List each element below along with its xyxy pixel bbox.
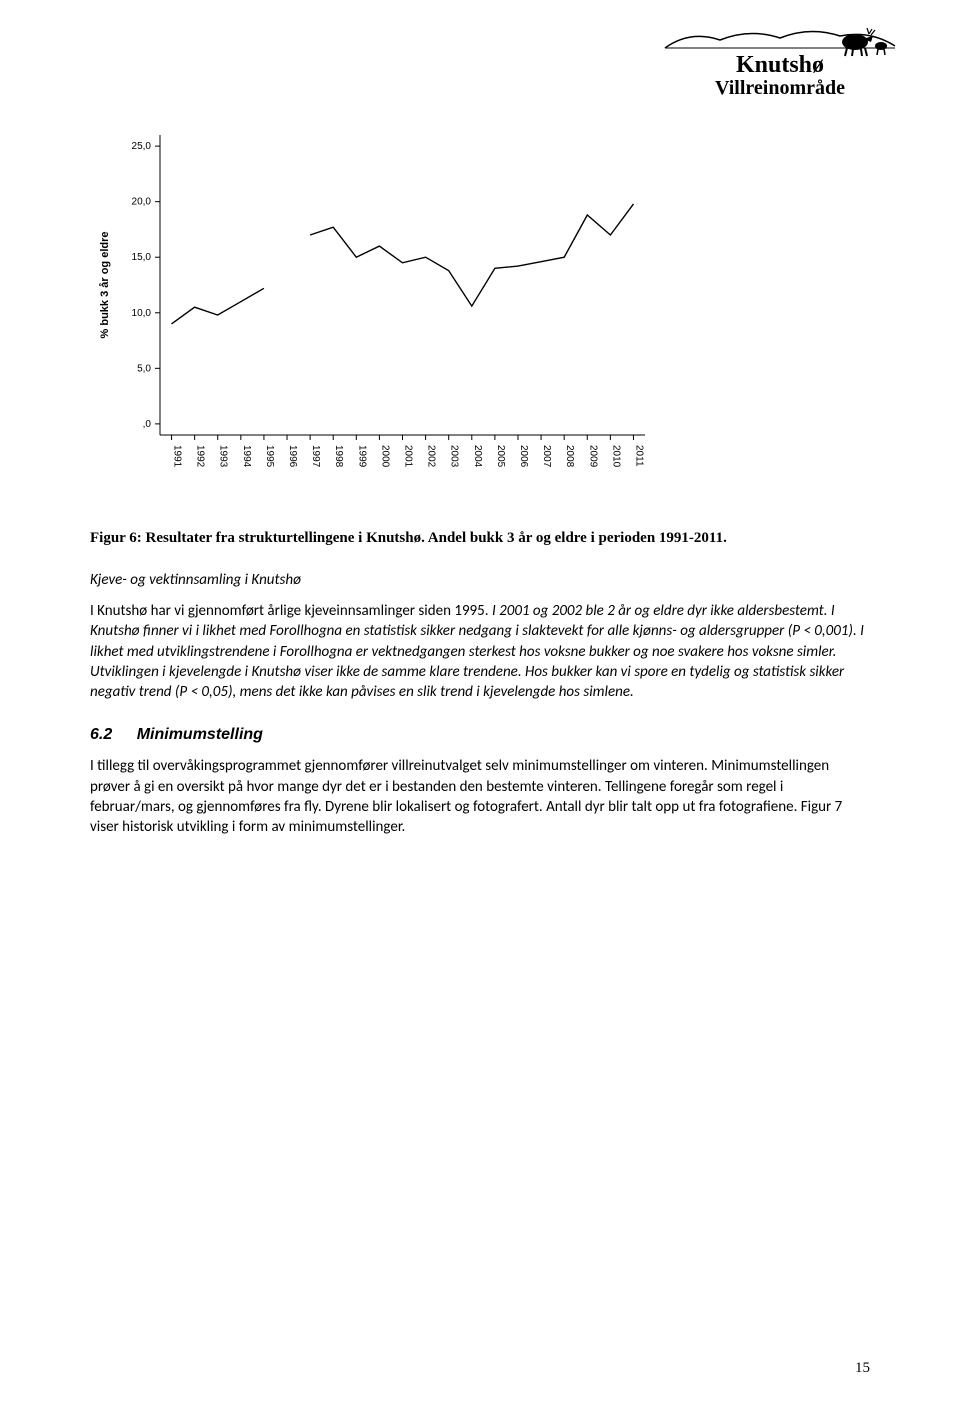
svg-text:2009: 2009 xyxy=(587,445,598,468)
svg-text:2007: 2007 xyxy=(541,445,552,468)
svg-text:1998: 1998 xyxy=(333,445,344,468)
svg-text:1993: 1993 xyxy=(218,445,229,468)
header-logo: Knutshø Villreinområde xyxy=(660,20,900,100)
figure-caption: Figur 6: Resultater fra strukturtellinge… xyxy=(90,530,870,547)
page-number: 15 xyxy=(855,1360,870,1377)
svg-text:1997: 1997 xyxy=(310,445,321,468)
logo-text-1: Knutshø xyxy=(736,52,824,78)
svg-text:25,0: 25,0 xyxy=(132,141,152,152)
paragraph-2: I tillegg til overvåkingsprogrammet gjen… xyxy=(90,756,870,837)
paragraph-1: I Knutshø har vi gjennomført årlige kjev… xyxy=(90,601,870,702)
svg-text:2008: 2008 xyxy=(564,445,575,468)
svg-text:2004: 2004 xyxy=(472,445,483,468)
svg-text:5,0: 5,0 xyxy=(137,363,151,374)
logo-text-2: Villreinområde xyxy=(715,77,845,99)
svg-text:% bukk 3 år og eldre: % bukk 3 år og eldre xyxy=(99,232,111,339)
page: Knutshø Villreinområde ,0 5,0 10,0 15,0 20,0… xyxy=(0,0,960,1417)
svg-text:,0: ,0 xyxy=(143,419,152,430)
svg-text:2001: 2001 xyxy=(403,445,414,468)
chart-container: ,0 5,0 10,0 15,0 20,0 25,0 % bukk 3 år og eldr… xyxy=(90,120,870,510)
svg-text:1991: 1991 xyxy=(172,445,183,468)
svg-text:2005: 2005 xyxy=(495,445,506,468)
svg-text:10,0: 10,0 xyxy=(132,308,152,319)
svg-text:1995: 1995 xyxy=(264,445,275,468)
svg-text:15,0: 15,0 xyxy=(132,252,152,263)
svg-text:1992: 1992 xyxy=(195,445,206,468)
logo-svg: Knutshø Villreinområde xyxy=(660,20,900,100)
svg-text:2000: 2000 xyxy=(379,445,390,468)
svg-text:1999: 1999 xyxy=(356,445,367,468)
svg-text:2011: 2011 xyxy=(633,445,644,467)
svg-text:1994: 1994 xyxy=(241,445,252,468)
section-number: 6.2 xyxy=(90,726,112,743)
section-heading: 6.2 Minimumstelling xyxy=(90,726,870,744)
subheading: Kjeve- og vektinnsamling i Knutshø xyxy=(90,571,870,589)
line-chart: ,0 5,0 10,0 15,0 20,0 25,0 % bukk 3 år og eldr… xyxy=(90,120,660,510)
svg-text:2003: 2003 xyxy=(449,445,460,468)
svg-text:2002: 2002 xyxy=(426,445,437,468)
svg-text:20,0: 20,0 xyxy=(132,197,152,208)
svg-text:1996: 1996 xyxy=(287,445,298,468)
section-title: Minimumstelling xyxy=(137,726,263,743)
svg-text:2010: 2010 xyxy=(610,445,621,468)
svg-text:2006: 2006 xyxy=(518,445,529,468)
para1-plain: I Knutshø har vi gjennomført årlige kjev… xyxy=(90,602,492,620)
